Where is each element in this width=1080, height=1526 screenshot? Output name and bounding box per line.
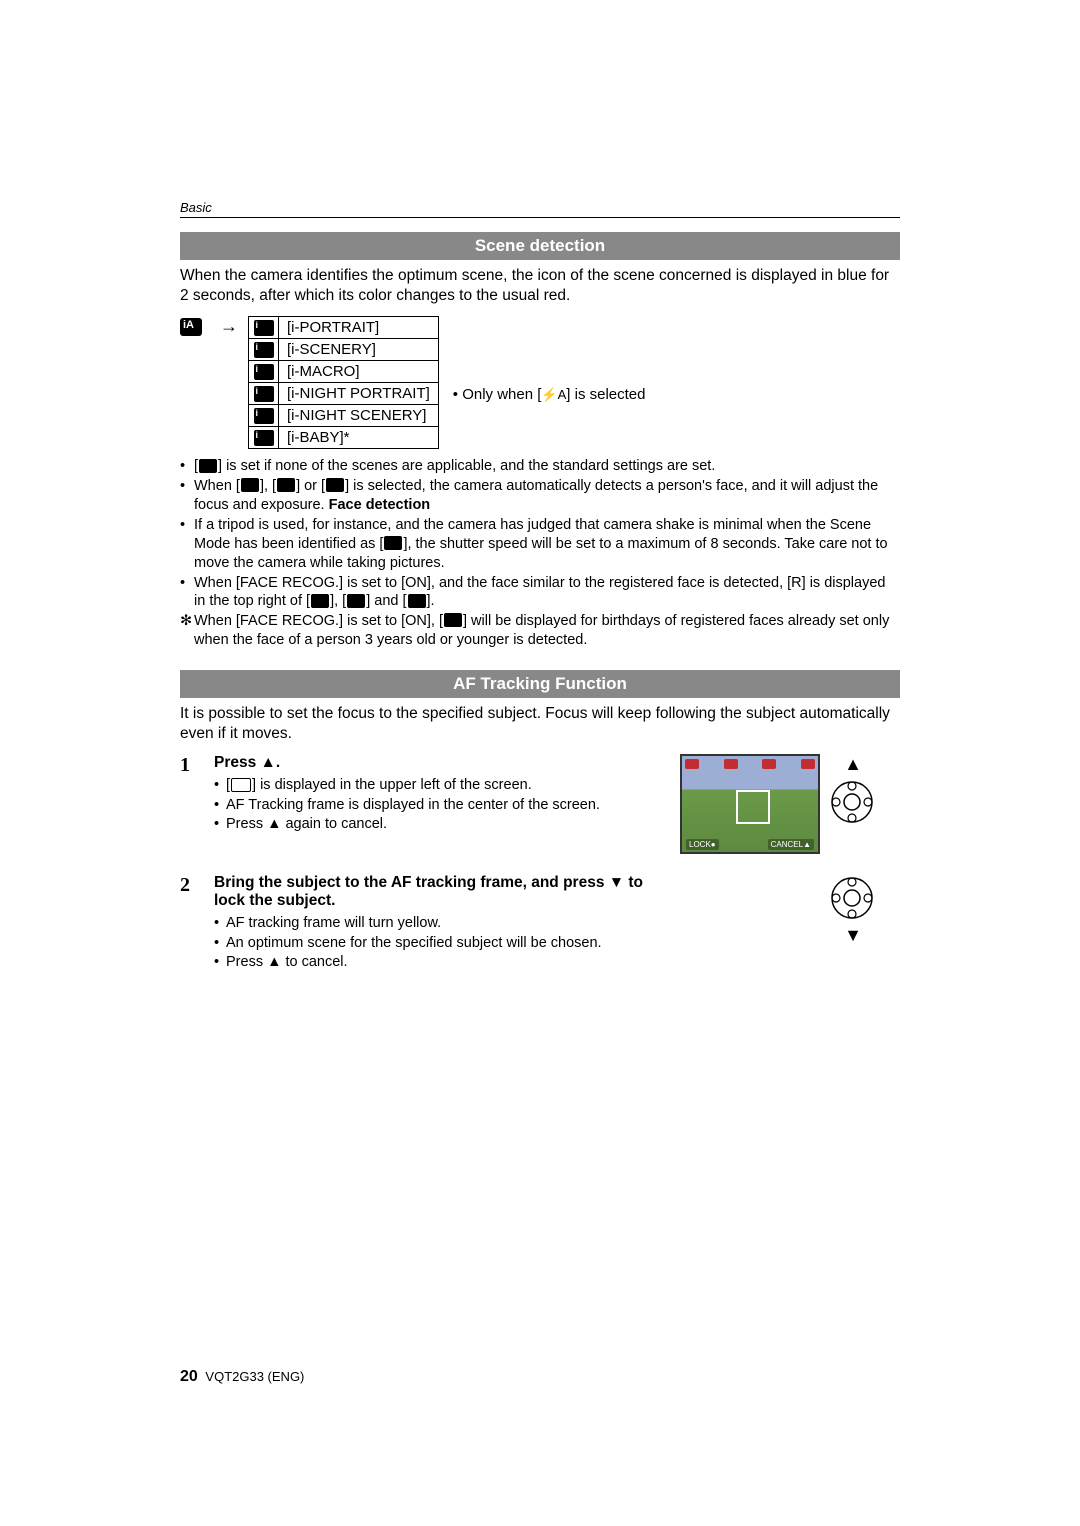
- dpad-illustration: ▲: [828, 754, 878, 826]
- scene-label: [i-BABY]*: [279, 427, 439, 449]
- step-sub: An optimum scene for the specified subje…: [226, 934, 602, 954]
- mode-icon: [326, 478, 344, 492]
- mode-icon: [408, 594, 426, 608]
- mode-icon: [444, 613, 462, 627]
- arrow-icon: →: [220, 316, 238, 337]
- scene-table-row: → i[i-PORTRAIT]i[i-SCENERY]i[i-MACRO]i[i…: [180, 316, 900, 449]
- mode-icon: [384, 536, 402, 550]
- flash-note: • Only when [⚡A] is selected: [453, 386, 646, 403]
- doc-id: VQT2G33 (ENG): [205, 1369, 304, 1384]
- step-number: 1: [180, 754, 214, 854]
- flash-auto-icon: ⚡A: [541, 387, 566, 403]
- scene-label: [i-SCENERY]: [279, 339, 439, 361]
- step-sub: Press ▲ again to cancel.: [226, 815, 387, 835]
- scene-label: [i-MACRO]: [279, 361, 439, 383]
- ia-icon: [180, 318, 202, 336]
- mode-icon: [241, 478, 259, 492]
- scene-icon: i: [249, 383, 279, 405]
- step-number: 2: [180, 874, 214, 973]
- scene-icon: i: [249, 405, 279, 427]
- step-sub: [] is displayed in the upper left of the…: [226, 776, 532, 796]
- lcd-preview: LOCK●CANCEL▲: [680, 754, 820, 854]
- scene-label: [i-NIGHT PORTRAIT]: [279, 383, 439, 405]
- page-number: 20: [180, 1368, 198, 1385]
- mode-icon: [277, 478, 295, 492]
- scene-detection-heading: Scene detection: [180, 232, 900, 260]
- scene-icon: i: [249, 339, 279, 361]
- mode-icon: [311, 594, 329, 608]
- step-sub: Press ▲ to cancel.: [226, 953, 348, 973]
- scene-icon: i: [249, 361, 279, 383]
- scene-icon: i: [249, 427, 279, 449]
- scene-intro: When the camera identifies the optimum s…: [180, 266, 900, 306]
- page-footer: 20 VQT2G33 (ENG): [180, 1368, 304, 1386]
- dpad-illustration: ▼: [828, 874, 878, 946]
- step-heading: Press ▲.: [214, 754, 670, 772]
- af-tracking-heading: AF Tracking Function: [180, 670, 900, 698]
- section-label: Basic: [180, 200, 900, 215]
- step-sub: AF Tracking frame is displayed in the ce…: [226, 796, 600, 816]
- mode-icon: [199, 459, 217, 473]
- af-track-icon: [231, 778, 251, 792]
- step-sub: AF tracking frame will turn yellow.: [226, 914, 441, 934]
- step-heading: Bring the subject to the AF tracking fra…: [214, 874, 670, 910]
- scene-label: [i-PORTRAIT]: [279, 317, 439, 339]
- af-intro: It is possible to set the focus to the s…: [180, 704, 900, 744]
- header-rule: [180, 217, 900, 218]
- mode-icon: [347, 594, 365, 608]
- scene-table: i[i-PORTRAIT]i[i-SCENERY]i[i-MACRO]i[i-N…: [248, 316, 439, 449]
- scene-notes: •[] is set if none of the scenes are app…: [180, 457, 900, 649]
- scene-label: [i-NIGHT SCENERY]: [279, 405, 439, 427]
- scene-icon: i: [249, 317, 279, 339]
